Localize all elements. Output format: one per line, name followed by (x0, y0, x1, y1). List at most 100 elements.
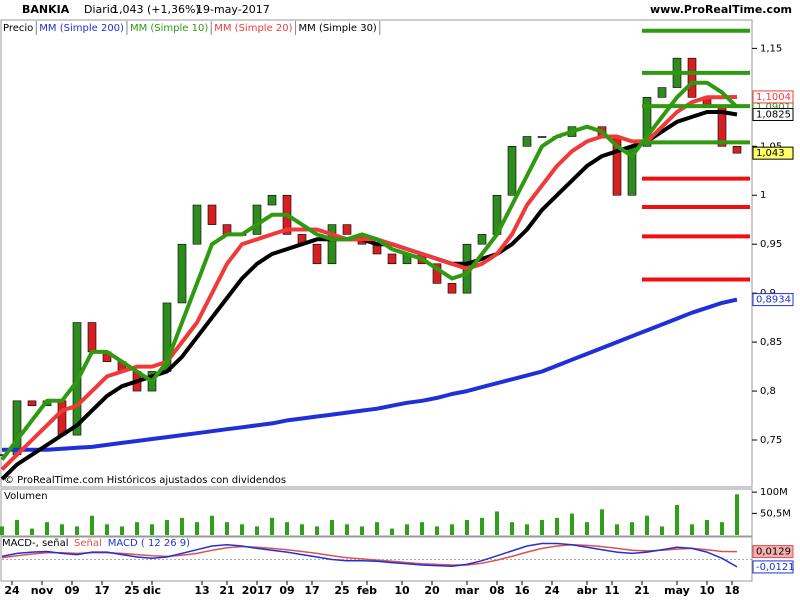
last-value-box (752, 90, 794, 104)
volume-bar (585, 522, 589, 535)
candle (252, 204, 262, 235)
legend-entry: MM (Simple 20) (214, 23, 292, 34)
volume-bar (15, 520, 19, 535)
symbol: BANKIA (22, 3, 70, 16)
x-tick-label: 25 (124, 584, 139, 597)
legend-entry: MM (Simple 200) (39, 23, 124, 34)
last-value-label: 1,043 (756, 148, 785, 159)
volume-title: Volumen (4, 491, 48, 502)
x-tick-label: 17 (94, 584, 109, 597)
candle (447, 283, 457, 294)
price-panel (0, 19, 753, 488)
x-tick-label: abr (577, 584, 598, 597)
candle (192, 204, 202, 245)
last-value-box (752, 293, 794, 307)
candle (522, 136, 532, 147)
candle (87, 322, 97, 353)
x-tick-label: 21 (634, 584, 649, 597)
volume-bar (270, 517, 274, 535)
volume-bar (435, 526, 439, 535)
volume-bar (660, 526, 664, 535)
volume-bar (540, 520, 544, 535)
x-tick-label: 16 (514, 584, 530, 597)
x-tick-label: 13 (194, 584, 209, 597)
series-line (1, 542, 738, 568)
x-tick-label: 20 (424, 584, 440, 597)
volume-bar (225, 522, 229, 535)
volume-bar (495, 511, 499, 535)
volume-bar (60, 524, 64, 535)
last-value-label: 1,0901 (756, 102, 791, 113)
volume-bar (90, 515, 94, 535)
y-tick-label: 0,75 (760, 435, 782, 446)
volume-bar (465, 520, 469, 535)
volume-bar (630, 522, 634, 535)
quote: 1,043 (+1,36%) (112, 3, 200, 16)
legend-entry: Precio (3, 23, 33, 34)
last-value-box (752, 107, 794, 121)
legend-entry: MACD ( 12 26 9) (108, 538, 190, 549)
x-tick-label: 2017 (242, 584, 273, 597)
series-line (0, 95, 738, 471)
volume-bar (600, 509, 604, 535)
volume-bar (480, 517, 484, 535)
series-line (2, 297, 738, 452)
candle (687, 57, 697, 98)
x-tick-label: dic (143, 584, 161, 597)
volume-bar (525, 524, 529, 535)
volume-bar (150, 524, 154, 535)
x-tick-label: mar (455, 584, 480, 597)
x-tick-label: 10 (394, 584, 410, 597)
volume-bar (135, 522, 139, 535)
last-value-label: 0,8934 (756, 295, 791, 306)
x-tick-label: feb (357, 584, 377, 597)
volume-bar (570, 513, 574, 535)
candle (537, 136, 547, 138)
last-value-label: 1,1004 (756, 92, 791, 103)
volume-bar (300, 524, 304, 535)
candle (27, 400, 37, 407)
volume-bar (180, 517, 184, 535)
volume-bar (615, 524, 619, 535)
volume-bar (315, 526, 319, 535)
candle (507, 145, 517, 196)
last-value-box (752, 560, 794, 574)
volume-bar (735, 494, 739, 535)
candle (177, 243, 187, 304)
last-value-label: -0,0121 (756, 562, 795, 573)
volume-bar (555, 517, 559, 535)
volume-bar (210, 515, 214, 535)
volume-bar (705, 520, 709, 535)
x-tick-label: 10 (699, 584, 715, 597)
candle (312, 243, 322, 265)
y-tick-label: 0,95 (760, 239, 782, 250)
candle (657, 87, 667, 98)
x-tick-label: 08 (489, 584, 504, 597)
y-tick-label: 0,85 (760, 337, 782, 348)
site: www.ProRealTime.com (650, 3, 792, 16)
volume-bar (255, 526, 259, 535)
candle (387, 253, 397, 265)
volume-bar (195, 522, 199, 535)
volume-bar (720, 522, 724, 535)
candle (342, 224, 352, 235)
volume-bar (120, 526, 124, 535)
volume-bar (285, 522, 289, 535)
date: 19-may-2017 (196, 3, 270, 16)
legend-entry: MM (Simple 30) (299, 23, 377, 34)
last-value-label: 1,0825 (756, 109, 791, 120)
last-value-box (752, 545, 794, 559)
volume-panel (0, 488, 753, 537)
x-tick-label: nov (31, 584, 54, 597)
footnote: © ProRealTime.com Históricos ajustados c… (4, 474, 286, 486)
volume-bar (45, 522, 49, 535)
volume-bar (675, 505, 679, 535)
y-tick-label: 1 (760, 190, 766, 201)
x-tick-label: 24 (544, 584, 560, 597)
volume-bar (0, 526, 4, 535)
candle (267, 194, 277, 206)
volume-bar (405, 524, 409, 535)
volume-bar (240, 524, 244, 535)
volume-bar (645, 515, 649, 535)
